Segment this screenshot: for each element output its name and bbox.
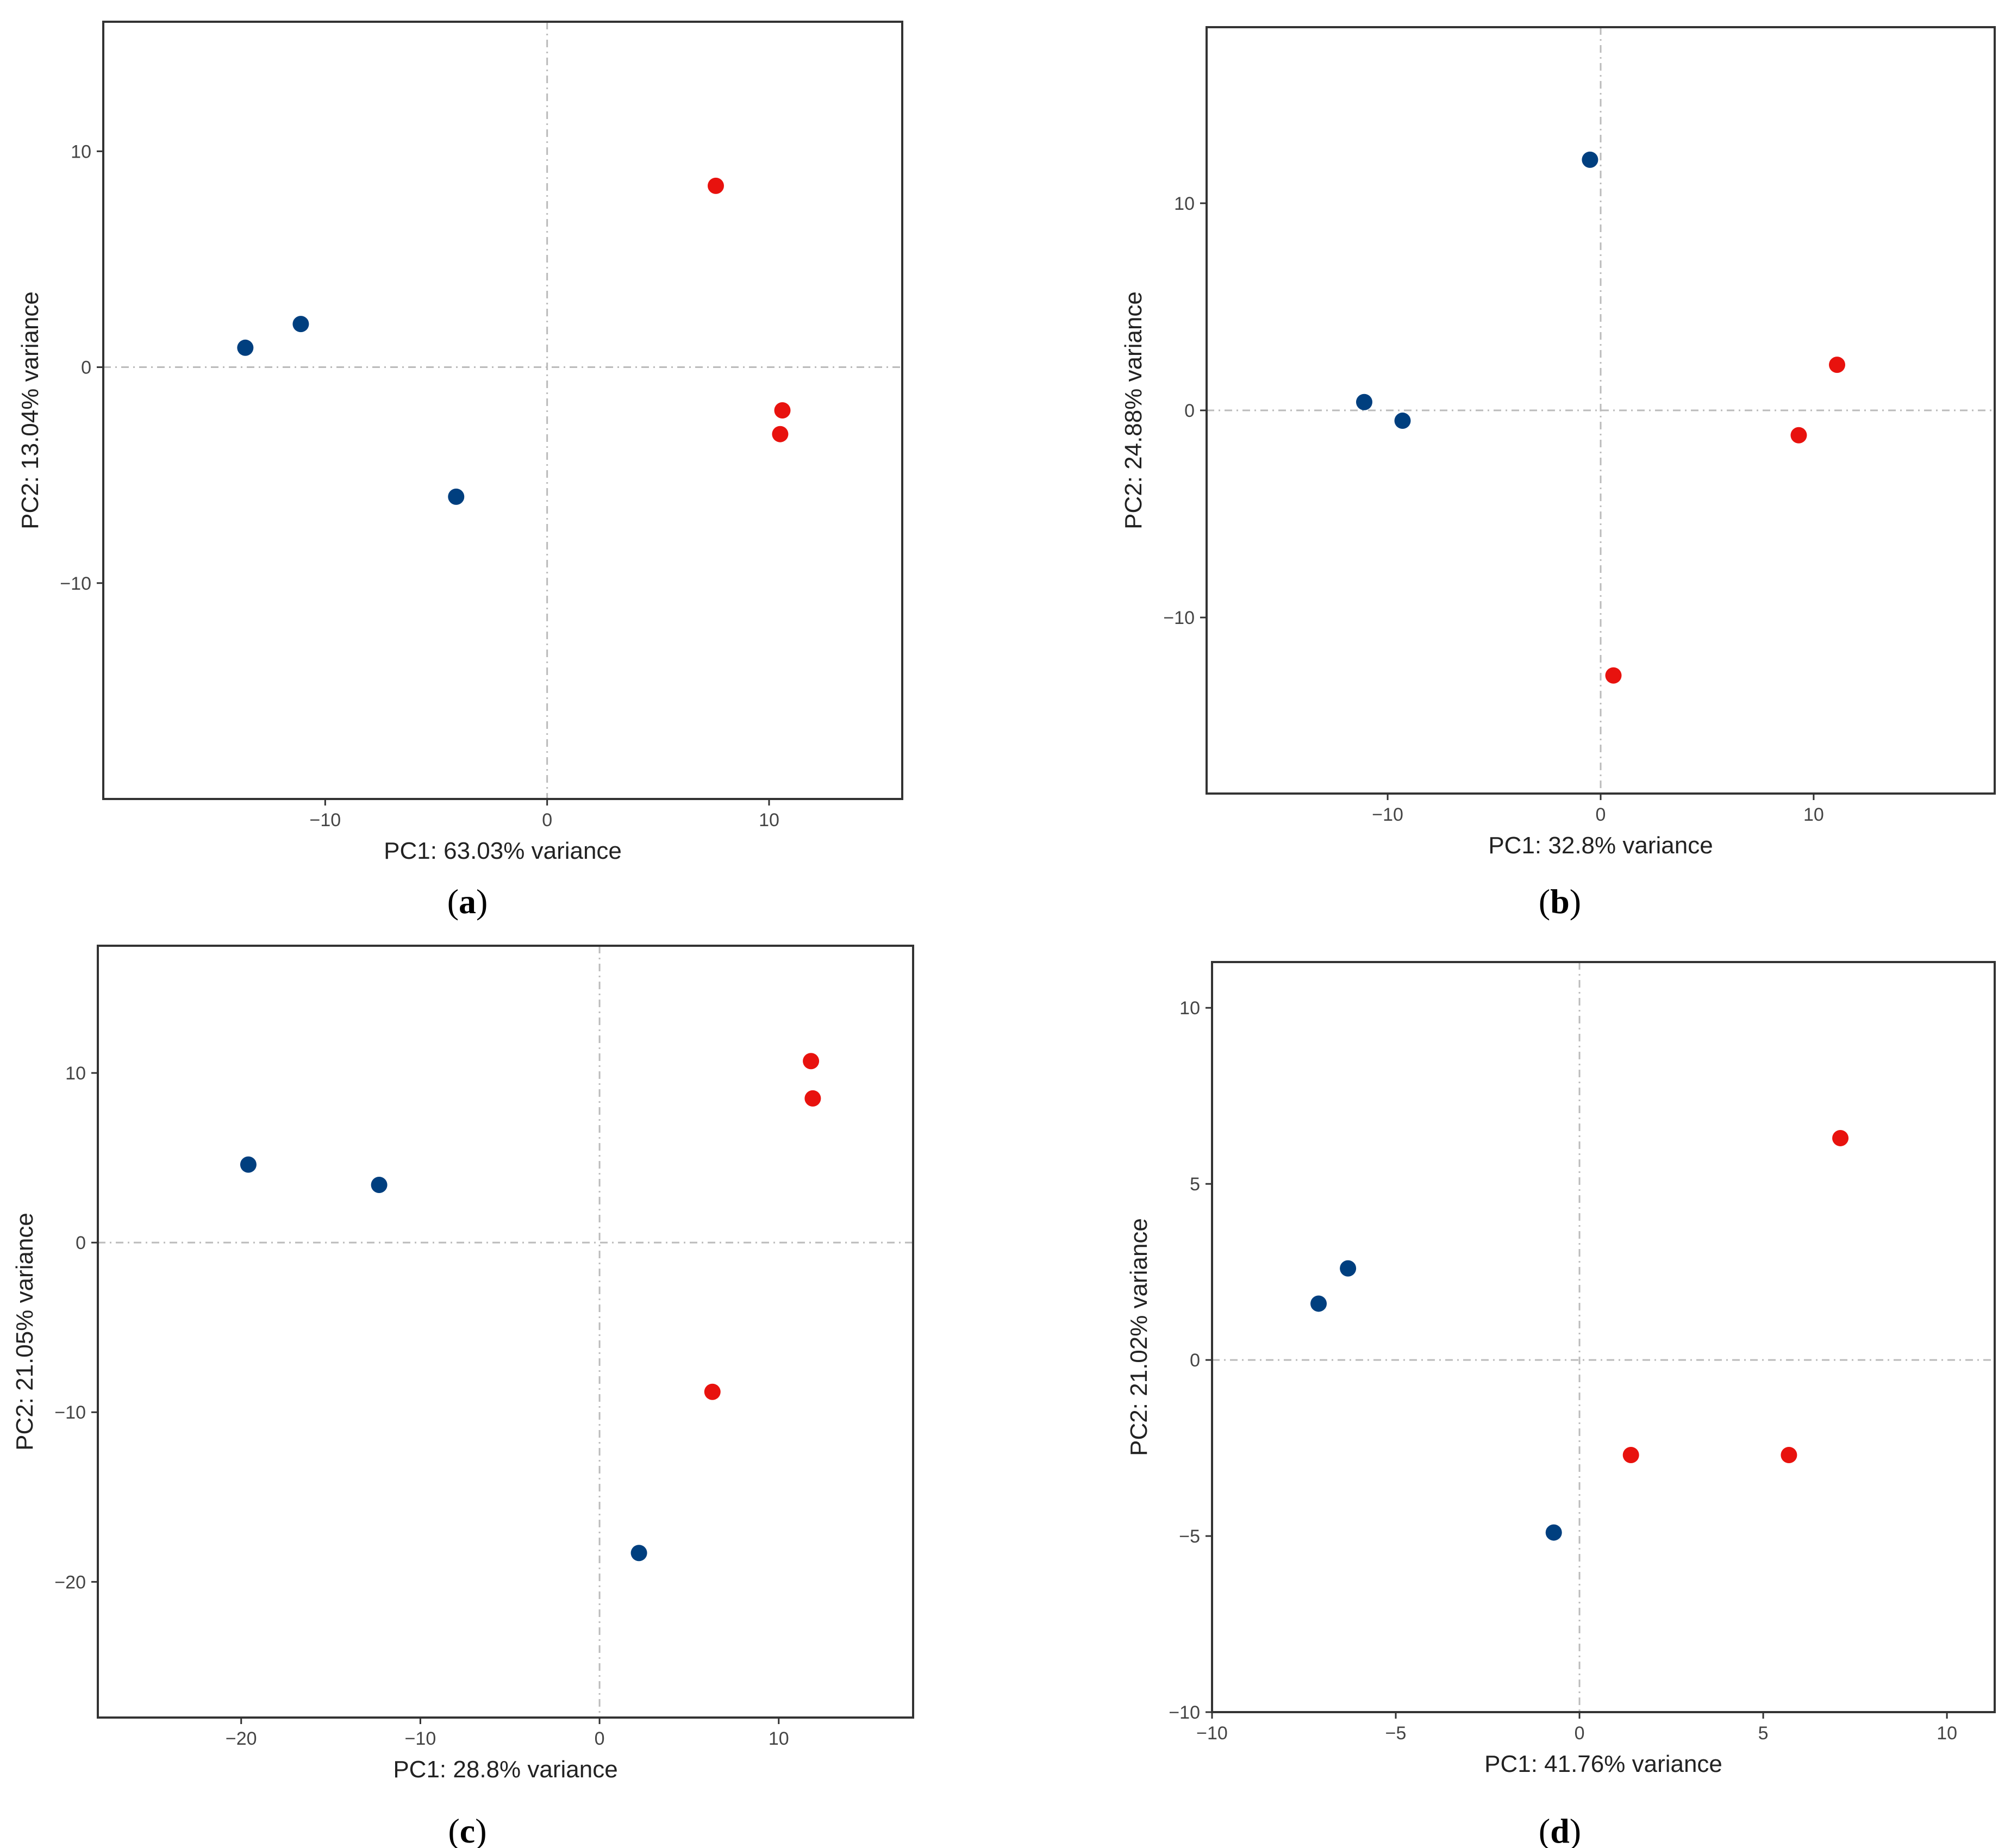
y-tick-label: 10 [1174, 193, 1195, 214]
point-group_b [1781, 1447, 1797, 1464]
y-tick-label: 10 [65, 1063, 86, 1084]
panel-b: −10 0 10 −10 0 10 PC1: 32.8% variance PC2: 24.8… [1120, 26, 1996, 921]
point-group_a [1310, 1295, 1327, 1312]
plot-frame [97, 945, 914, 1719]
point-group_b [803, 1053, 820, 1070]
point-group_a [1582, 151, 1598, 168]
x-axis-title: PC1: 28.8% variance [393, 1756, 617, 1783]
y-axis-title: PC2: 21.02% variance [1126, 1218, 1152, 1456]
y-tick-label: −10 [60, 573, 91, 594]
y-tick-label: 5 [1190, 1174, 1200, 1195]
x-tick-label: −20 [226, 1728, 257, 1749]
x-tick-label: 0 [1596, 804, 1606, 825]
plot-frame [1206, 26, 1996, 795]
point-group_a [240, 1156, 257, 1173]
x-tick-label: −5 [1385, 1723, 1407, 1744]
x-axis-title: PC1: 63.03% variance [384, 838, 622, 864]
plot-frame [1211, 961, 1996, 1713]
x-tick-label: −10 [1196, 1723, 1228, 1744]
y-tick-label: 0 [1184, 401, 1195, 421]
y-axis-title: PC2: 24.88% variance [1120, 291, 1147, 529]
x-tick-label: 0 [595, 1728, 605, 1749]
panel-d: −10 −5 0 5 10 −10 −5 0 5 10 PC1: 41.76% variance PC… [1126, 961, 1996, 1848]
x-tick-label: 0 [542, 810, 552, 831]
panel-label: (a) [447, 882, 488, 921]
point-group_b [804, 1090, 821, 1107]
point-group_b [1832, 1129, 1849, 1146]
y-tick-label: −10 [1163, 608, 1195, 628]
x-tick-label: 0 [1575, 1723, 1585, 1744]
y-tick-label: 0 [76, 1233, 86, 1253]
y-tick-label: −5 [1179, 1526, 1200, 1547]
x-tick-label: −10 [405, 1728, 436, 1749]
x-tick-label: 10 [1803, 804, 1824, 825]
x-axis-title: PC1: 41.76% variance [1484, 1751, 1722, 1777]
point-group_b [1622, 1447, 1639, 1464]
x-tick-label: −10 [1372, 804, 1403, 825]
x-tick-label: 10 [769, 1728, 789, 1749]
y-tick-label: 10 [71, 141, 91, 162]
x-tick-label: −10 [309, 810, 341, 831]
y-tick-label: −10 [1169, 1702, 1200, 1723]
point-group_b [708, 177, 724, 194]
plot-background [1212, 962, 1995, 1712]
point-group_a [1356, 394, 1372, 410]
point-group_b [1605, 667, 1622, 684]
x-tick-label: 5 [1758, 1723, 1769, 1744]
y-axis-title: PC2: 13.04% variance [17, 291, 43, 529]
panel-label: (b) [1539, 882, 1581, 921]
y-axis-title: PC2: 21.05% variance [11, 1213, 38, 1451]
point-group_a [448, 488, 465, 505]
panel-a: −10 0 10 −10 0 10 PC1: 63.03% variance PC2: 13.… [17, 21, 903, 921]
panel-label: (d) [1539, 1812, 1581, 1848]
point-group_b [704, 1383, 721, 1400]
point-group_b [772, 426, 789, 442]
panel-label: (c) [448, 1812, 486, 1848]
x-tick-label: 10 [759, 810, 779, 831]
y-tick-label: 0 [81, 358, 91, 378]
point-group_a [292, 316, 309, 333]
point-group_b [1829, 357, 1845, 373]
x-tick-label: 10 [1937, 1723, 1957, 1744]
point-group_a [371, 1177, 388, 1194]
point-group_a [1394, 413, 1411, 429]
y-tick-label: −10 [54, 1402, 86, 1423]
y-tick-label: 0 [1190, 1350, 1200, 1371]
point-group_a [1340, 1260, 1357, 1277]
point-group_a [237, 339, 254, 356]
point-group_b [774, 402, 791, 419]
plot-background [103, 22, 902, 799]
x-axis-title: PC1: 32.8% variance [1488, 832, 1713, 859]
panel-c: −20 −10 0 10 −20 −10 0 10 PC1: 28.8% variance PC2… [11, 945, 914, 1848]
plot-background [98, 946, 913, 1718]
point-group_a [1545, 1524, 1562, 1541]
point-group_b [1790, 427, 1807, 444]
y-tick-label: 10 [1179, 998, 1200, 1019]
y-tick-label: −20 [54, 1572, 86, 1593]
point-group_a [630, 1545, 647, 1562]
plot-frame [102, 21, 903, 800]
